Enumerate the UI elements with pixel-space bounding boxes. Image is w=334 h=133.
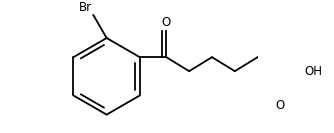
Text: OH: OH — [305, 65, 323, 78]
Text: O: O — [276, 99, 285, 112]
Text: Br: Br — [79, 1, 92, 14]
Text: O: O — [162, 16, 171, 29]
